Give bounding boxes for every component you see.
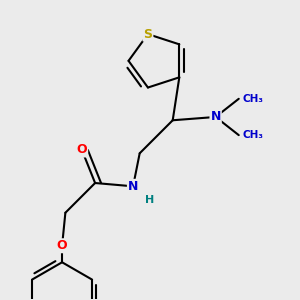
- Text: CH₃: CH₃: [242, 130, 263, 140]
- Text: CH₃: CH₃: [242, 94, 263, 104]
- Text: O: O: [57, 239, 68, 252]
- Text: O: O: [76, 143, 87, 157]
- Text: H: H: [145, 195, 154, 205]
- Text: N: N: [128, 180, 138, 193]
- Text: S: S: [143, 28, 152, 40]
- Text: N: N: [211, 110, 221, 124]
